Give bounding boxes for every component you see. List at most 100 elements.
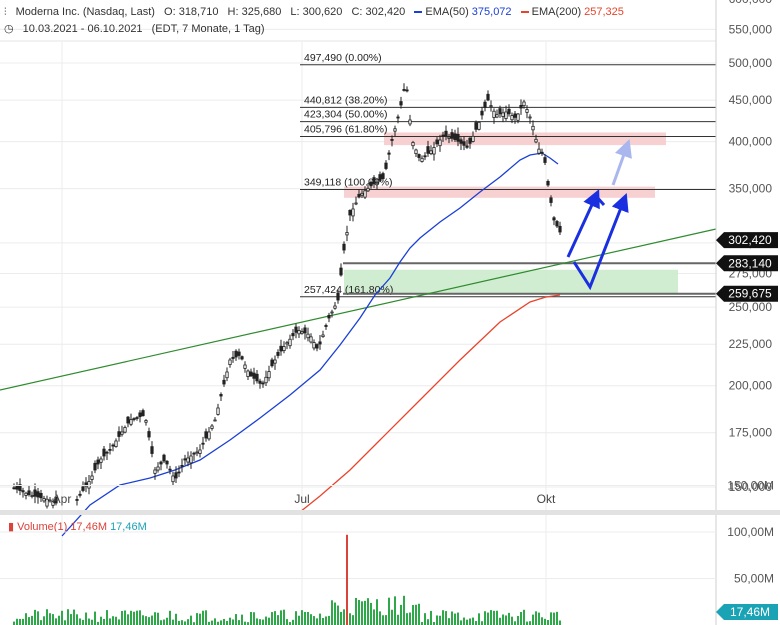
candle-body	[273, 359, 277, 364]
volume-bar	[25, 613, 27, 625]
high-value: H: 325,680	[227, 6, 282, 18]
volume-bar	[142, 615, 144, 625]
volume-bar	[229, 617, 231, 625]
price-badges: 302,420 283,140 259,675 17,46M	[716, 232, 778, 620]
volume-bar	[241, 614, 243, 625]
volume-bar	[199, 613, 201, 625]
candle-body	[174, 472, 178, 479]
volume-bar	[337, 605, 339, 625]
volume-bar	[496, 610, 498, 625]
volume-bar	[406, 613, 408, 625]
low-value: L: 300,620	[290, 6, 343, 18]
volume-bar	[532, 614, 534, 625]
candle-body	[336, 292, 340, 301]
candle-body	[312, 342, 316, 349]
candle-body	[192, 452, 196, 455]
volume-bar	[103, 618, 105, 625]
volume-bar	[559, 620, 561, 625]
candle-body	[462, 141, 466, 146]
candle-body	[528, 116, 532, 119]
volume-tick-label: 150,00M	[727, 479, 774, 493]
month-tick-label: Jul	[294, 492, 309, 506]
candle-body	[240, 356, 244, 360]
volume-bar	[301, 610, 303, 625]
volume-bar	[238, 620, 240, 625]
candle-body	[264, 376, 268, 384]
candle-body	[276, 351, 280, 356]
volume-bar	[472, 617, 474, 625]
ema200-label: EMA(200)	[531, 6, 582, 18]
ema50-swatch	[414, 11, 423, 14]
volume-bar	[58, 615, 60, 625]
candle-body	[108, 448, 112, 451]
volume-bar	[22, 618, 24, 625]
volume-bar	[106, 610, 108, 625]
volume-bar	[16, 618, 18, 625]
header-row-1: ⫶ Moderna Inc. (Nasdaq, Last) O: 318,710…	[4, 6, 630, 18]
volume-bar	[343, 609, 345, 625]
candle-body	[513, 113, 517, 118]
price-tick-label: 200,000	[729, 379, 773, 393]
volume-bar	[271, 612, 273, 625]
candle-body	[390, 139, 394, 141]
candle-body	[15, 485, 19, 490]
candle-body	[357, 193, 361, 198]
volume-bar	[82, 619, 84, 625]
candle-body	[18, 484, 22, 491]
candle-body	[531, 125, 535, 131]
candle-body	[438, 139, 442, 147]
volume-bar	[484, 611, 486, 625]
candle-body	[396, 116, 400, 119]
candle-body	[111, 444, 115, 447]
chart-type-icon[interactable]: ⫶	[4, 7, 7, 18]
candle-body	[345, 232, 349, 236]
candle-body	[504, 111, 508, 119]
candle-body	[321, 334, 325, 337]
volume-bar	[304, 611, 306, 625]
candle-body	[12, 487, 16, 490]
volume-title: Volume(1)	[17, 521, 70, 533]
close-value: C: 302,420	[351, 6, 406, 18]
candle-body	[246, 370, 250, 378]
candle-body	[177, 471, 181, 474]
volume-bar	[325, 616, 327, 625]
volume-bar	[292, 619, 294, 625]
candle-body	[243, 364, 247, 369]
candle-body	[363, 190, 367, 198]
volume-bar	[334, 602, 336, 625]
candle-body	[210, 425, 214, 429]
candle-body	[150, 446, 154, 454]
candle-body	[198, 449, 202, 454]
volume-bar	[418, 603, 420, 625]
volume-bar	[274, 611, 276, 625]
arrow-segment	[594, 195, 606, 206]
candle-body	[96, 459, 100, 465]
ema50-label: EMA(50)	[425, 6, 469, 18]
candle-body	[318, 341, 322, 345]
volume-bar	[172, 619, 174, 625]
volume-bar	[49, 613, 51, 625]
candle-body	[33, 489, 37, 497]
candle-body	[558, 225, 562, 233]
candle-body	[471, 135, 475, 142]
volume-bar	[190, 615, 192, 625]
price-tick-label: 550,000	[729, 22, 773, 36]
volume-bar	[112, 616, 114, 625]
candle-body	[477, 121, 481, 130]
price-tick-label: 250,000	[729, 300, 773, 314]
candle-body	[267, 371, 271, 379]
volume-bar	[556, 611, 558, 625]
volume-bar	[178, 620, 180, 625]
candle-body	[333, 305, 337, 309]
volume-bar	[55, 618, 57, 625]
volume-bar	[250, 611, 252, 625]
volume-bar	[97, 621, 99, 625]
candle-body	[498, 108, 502, 115]
volume-bar	[91, 619, 93, 625]
candle-body	[51, 501, 55, 506]
volume-bar	[520, 612, 522, 625]
volume-bar	[364, 600, 366, 625]
candle-body	[519, 105, 523, 109]
volume-bar	[181, 620, 183, 625]
volume-bar	[550, 612, 552, 625]
